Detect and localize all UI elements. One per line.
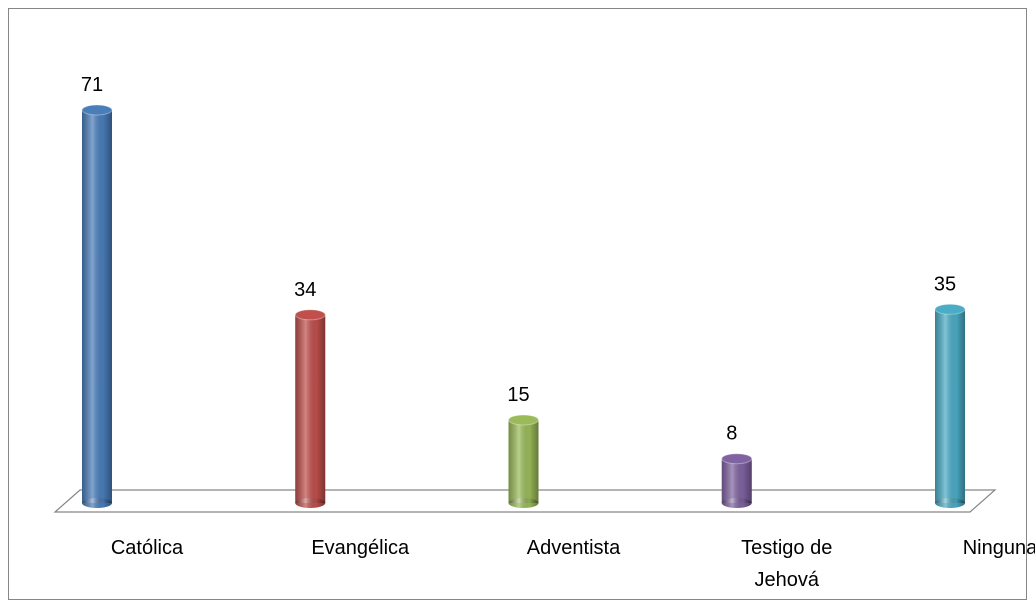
bar-shade xyxy=(508,419,539,503)
bar-shade xyxy=(82,110,112,503)
category-label: Ninguna xyxy=(962,537,1035,559)
bar xyxy=(934,303,966,508)
bar-top xyxy=(81,104,113,116)
bar xyxy=(294,309,326,508)
data-label: 8 xyxy=(726,423,737,445)
bar-shade xyxy=(721,458,752,503)
bar xyxy=(508,414,539,508)
bar-bottom-shade xyxy=(295,498,326,508)
category-label: Católica xyxy=(110,537,184,559)
data-label: 35 xyxy=(934,273,956,295)
bar xyxy=(81,104,113,508)
bar-top xyxy=(934,303,966,315)
category-label: Testigo de Jehová xyxy=(741,537,833,591)
bar-bottom-shade xyxy=(82,498,112,508)
bar-bottom-shade xyxy=(508,498,539,508)
category-label: Adventista xyxy=(526,537,621,559)
bar-top xyxy=(294,309,326,321)
category-label: Evangélica xyxy=(311,537,410,559)
bar-bottom-shade xyxy=(935,498,965,508)
data-label: 15 xyxy=(507,384,529,406)
bar-shade xyxy=(935,309,965,503)
bar-shade xyxy=(295,314,326,503)
bar xyxy=(721,453,753,508)
bar-top xyxy=(508,414,539,426)
data-label: 34 xyxy=(294,279,316,301)
data-label: 71 xyxy=(81,74,103,96)
bar-bottom-shade xyxy=(721,498,752,508)
bar-top xyxy=(721,453,753,465)
